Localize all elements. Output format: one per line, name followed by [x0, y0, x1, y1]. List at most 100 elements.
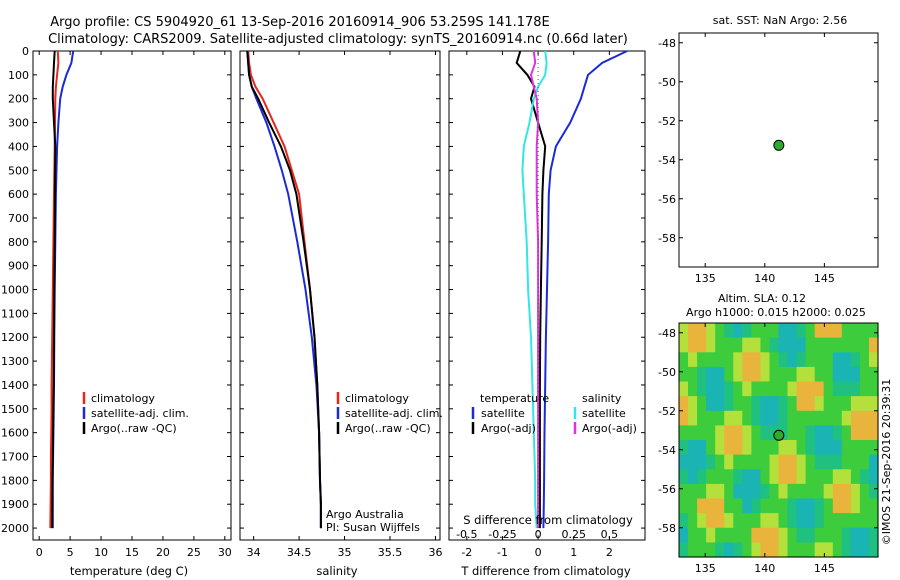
heatmap-cell: [751, 527, 761, 543]
heatmap-cell: [859, 323, 870, 339]
heatmap-cell: [850, 483, 861, 500]
heatmap-cell: [679, 498, 689, 514]
heatmap-cell: [805, 483, 816, 500]
heatmap-cell: [769, 396, 780, 412]
heatmap-cell: [688, 483, 698, 500]
heatmap-cell: [751, 352, 761, 368]
heatmap-cell: [760, 483, 770, 500]
heatmap-cell: [796, 323, 807, 339]
heatmap-cell: [859, 469, 870, 485]
heatmap-cell: [733, 469, 743, 485]
heatmap-cell: [832, 366, 843, 383]
heatmap-cell: [778, 527, 789, 543]
heatmap-cell: [796, 542, 807, 558]
heatmap-cell: [697, 410, 707, 426]
heatmap-cell: [706, 513, 716, 529]
series-line-temperature-argo-adj-: [515, 50, 547, 529]
y-tick-label: -52: [658, 405, 676, 418]
y-tick-label: 1400: [1, 379, 29, 392]
heatmap-cell: [787, 337, 798, 353]
y-tick-label: 1800: [1, 474, 29, 487]
y-tick-label: -58: [658, 232, 676, 245]
heatmap-cell: [869, 366, 879, 383]
heatmap-cell: [841, 425, 852, 441]
heatmap-cell: [688, 513, 698, 529]
heatmap-cell: [742, 337, 752, 353]
heatmap-cell: [859, 410, 870, 426]
heatmap-cell: [869, 381, 879, 397]
x-tick-label: -0.25: [488, 528, 516, 541]
heatmap-cell: [778, 483, 789, 500]
heatmap-cell: [796, 469, 807, 485]
heatmap-cell: [823, 513, 834, 529]
heatmap-cell: [724, 381, 734, 397]
heatmap-cell: [760, 527, 770, 543]
x-tick-label: 0.25: [561, 528, 586, 541]
y-tick-label: -48: [658, 327, 676, 340]
y-tick-label: -52: [658, 115, 676, 128]
heatmap-cell: [724, 469, 734, 485]
heatmap-cell: [769, 454, 780, 470]
heatmap-cell: [841, 469, 852, 485]
series-line-argo-raw-qc-: [246, 50, 322, 529]
heatmap-cell: [787, 352, 798, 368]
salinity-note-institution: Argo Australia: [326, 508, 404, 521]
heatmap-cell: [805, 337, 816, 353]
heatmap-cell: [706, 337, 716, 353]
heatmap-cell: [814, 410, 825, 426]
heatmap-cell: [733, 396, 743, 412]
y-tick-label: -54: [658, 444, 676, 457]
x-tick-label: 0: [535, 528, 542, 541]
heatmap-cell: [733, 323, 743, 339]
heatmap-cell: [769, 352, 780, 368]
series-line-argo-raw-qc-: [51, 50, 57, 529]
heatmap-cell: [724, 352, 734, 368]
heatmap-cell: [679, 381, 689, 397]
heatmap-cell: [706, 542, 716, 558]
heatmap-cell: [796, 498, 807, 514]
heatmap-cell: [733, 454, 743, 470]
heatmap-cell: [787, 454, 798, 470]
heatmap-cell: [697, 498, 707, 514]
difference-legend: temperature salinity satellite Argo(-adj…: [471, 392, 637, 435]
heatmap-cell: [823, 381, 834, 397]
heatmap-cell: [742, 498, 752, 514]
heatmap-cell: [859, 483, 870, 500]
heatmap-cell: [859, 498, 870, 514]
heatmap-cell: [850, 366, 861, 383]
x-tick-label: 25: [187, 546, 201, 559]
heatmap-cell: [796, 381, 807, 397]
y-tick-label: -48: [658, 37, 676, 50]
heatmap-cell: [724, 483, 734, 500]
heatmap-cell: [733, 483, 743, 500]
heatmap-cell: [688, 352, 698, 368]
heatmap-cell: [814, 337, 825, 353]
y-tick-label: 1300: [1, 355, 29, 368]
heatmap-cell: [688, 498, 698, 514]
heatmap-cell: [805, 469, 816, 485]
heatmap-cell: [724, 498, 734, 514]
heatmap-cell: [742, 454, 752, 470]
heatmap-cell: [778, 323, 789, 339]
heatmap-cell: [733, 513, 743, 529]
x-tick-label: -2: [461, 546, 472, 559]
heatmap-cell: [841, 352, 852, 368]
heatmap-cell: [751, 323, 761, 339]
heatmap-cell: [832, 381, 843, 397]
heatmap-cell: [751, 410, 761, 426]
heatmap-cell: [706, 352, 716, 368]
heatmap-cell: [697, 454, 707, 470]
heatmap-cell: [733, 498, 743, 514]
heatmap-cell: [796, 440, 807, 456]
heatmap-cell: [823, 440, 834, 456]
series-line-salinity-satellite: [521, 50, 548, 529]
sla_map-frame: [678, 322, 879, 558]
heatmap-cell: [796, 425, 807, 441]
heatmap-cell: [724, 410, 734, 426]
heatmap-cell: [823, 366, 834, 383]
heatmap-cell: [697, 440, 707, 456]
heatmap-cell: [814, 542, 825, 558]
x-tick-label: 0.5: [601, 528, 619, 541]
heatmap-cell: [869, 410, 879, 426]
heatmap-cell: [814, 513, 825, 529]
